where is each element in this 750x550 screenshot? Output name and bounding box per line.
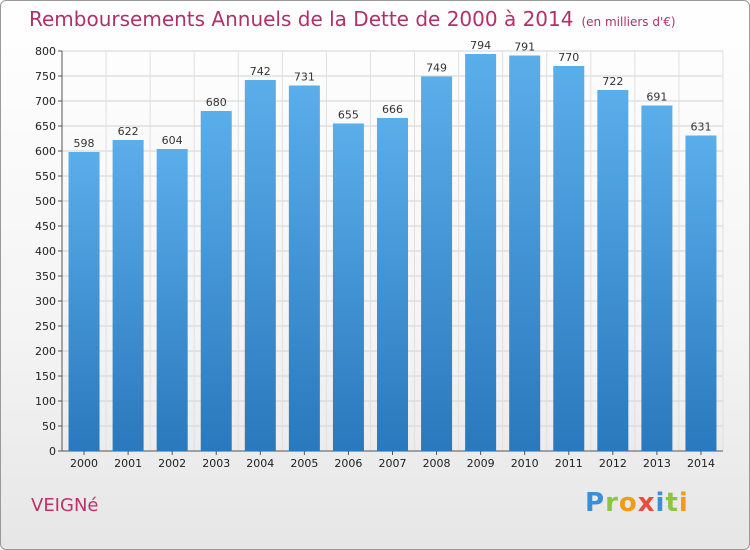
y-tick-label: 150: [35, 370, 56, 383]
logo-letter: t: [665, 488, 679, 518]
bar-value-label: 722: [602, 75, 623, 88]
y-tick-label: 0: [49, 445, 56, 458]
bar[interactable]: [244, 80, 276, 451]
bar[interactable]: [156, 149, 188, 451]
y-tick-label: 200: [35, 345, 56, 358]
y-tick-label: 700: [35, 95, 56, 108]
bar[interactable]: [509, 55, 541, 452]
bar[interactable]: [200, 111, 232, 451]
proxiti-logo[interactable]: Proxiti: [585, 488, 689, 518]
x-tick-label: 2007: [379, 457, 407, 470]
bar-value-label: 631: [690, 121, 711, 134]
bar[interactable]: [421, 76, 453, 452]
x-tick-label: 2014: [687, 457, 715, 470]
bar-value-label: 655: [338, 109, 359, 122]
chart-subtitle: (en milliers d'€): [581, 15, 676, 29]
logo-letter: i: [678, 488, 689, 518]
title-block: Remboursements Annuels de la Dette de 20…: [29, 7, 676, 31]
bar-value-label: 749: [426, 62, 447, 75]
x-tick-label: 2003: [202, 457, 230, 470]
y-tick-label: 450: [35, 220, 56, 233]
x-tick-label: 2011: [555, 457, 583, 470]
x-tick-label: 2000: [70, 457, 98, 470]
x-tick-label: 2012: [599, 457, 627, 470]
bars: [68, 54, 717, 452]
bar-value-label: 731: [294, 71, 315, 84]
bar[interactable]: [332, 123, 364, 452]
y-tick-label: 550: [35, 170, 56, 183]
bar-value-label: 604: [162, 134, 183, 147]
bar[interactable]: [377, 118, 408, 451]
bar-value-label: 622: [118, 125, 139, 138]
y-tick-label: 50: [42, 420, 56, 433]
y-tick-label: 100: [35, 395, 56, 408]
logo-letter: o: [618, 488, 638, 518]
bar[interactable]: [597, 90, 629, 451]
x-tick-label: 2013: [643, 457, 671, 470]
y-tick-label: 500: [35, 195, 56, 208]
y-tick-label: 600: [35, 145, 56, 158]
x-tick-label: 2006: [334, 457, 362, 470]
bar-value-label: 794: [470, 39, 491, 52]
bar[interactable]: [68, 152, 100, 451]
y-tick-label: 400: [35, 245, 56, 258]
logo-letter: r: [605, 488, 619, 518]
x-tick-label: 2001: [114, 457, 142, 470]
bar[interactable]: [553, 66, 585, 451]
x-tick-label: 2002: [158, 457, 186, 470]
y-tick-label: 650: [35, 120, 56, 133]
bar[interactable]: [641, 105, 673, 452]
x-tick-label: 2010: [511, 457, 539, 470]
bar-value-label: 666: [382, 103, 403, 116]
labels: 598 622 604 680 742 731 655 666 749 794 791 770 722 6…: [74, 39, 712, 150]
bar[interactable]: [465, 54, 497, 451]
commune-name: VEIGNé: [31, 495, 99, 516]
y-tick-label: 800: [35, 45, 56, 58]
y-tick-label: 300: [35, 295, 56, 308]
bar[interactable]: [685, 135, 717, 452]
bar-value-label: 742: [250, 65, 271, 78]
bar[interactable]: [112, 140, 144, 451]
chart-title: Remboursements Annuels de la Dette de 20…: [29, 7, 574, 31]
x-tick-label: 2009: [467, 457, 495, 470]
x-tick-label: 2005: [290, 457, 318, 470]
x-tick-label: 2004: [246, 457, 274, 470]
logo-letter: x: [637, 488, 656, 518]
x-tick-label: 2008: [423, 457, 451, 470]
logo-letter: P: [585, 488, 606, 518]
bar-value-label: 598: [74, 137, 95, 150]
bar[interactable]: [288, 85, 320, 452]
logo-letter: i: [655, 488, 666, 518]
bar-value-label: 791: [514, 41, 535, 54]
bar-value-label: 770: [558, 51, 579, 64]
y-tick-label: 350: [35, 270, 56, 283]
bar-value-label: 680: [206, 96, 227, 109]
y-tick-label: 750: [35, 70, 56, 83]
y-tick-label: 250: [35, 320, 56, 333]
bar-value-label: 691: [646, 91, 667, 104]
